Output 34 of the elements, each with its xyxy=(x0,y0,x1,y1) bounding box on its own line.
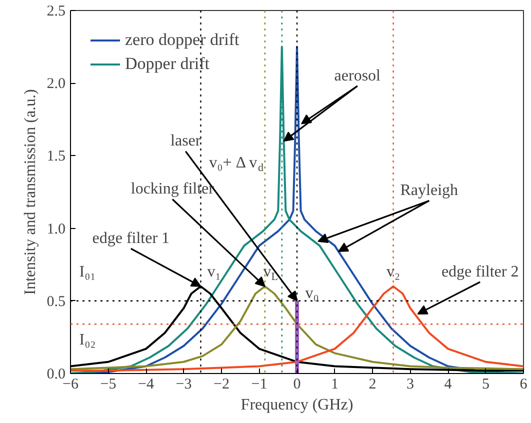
y-tick-label: 1.0 xyxy=(46,221,66,238)
y-axis-title: Intensity and transmission (a.u.) xyxy=(22,89,39,295)
annotation: edge filter 2 xyxy=(441,263,519,280)
y-tick-label: 0.0 xyxy=(46,366,66,382)
ref-line-label: v₁ xyxy=(207,263,221,280)
annotation: edge filter 1 xyxy=(92,230,170,247)
x-tick-label: −6 xyxy=(62,376,79,392)
ref-line-label: I₀₂ xyxy=(79,332,96,349)
x-axis-title: Frequency (GHz) xyxy=(240,396,354,414)
ref-line-label: I₀₁ xyxy=(79,263,96,280)
y-tick-label: 1.5 xyxy=(46,148,66,165)
annotation: locking filter xyxy=(130,180,215,198)
x-tick-label: −4 xyxy=(138,376,154,392)
ref-line-label: v₀ xyxy=(305,285,319,302)
legend-label: zero dopper drift xyxy=(125,30,240,50)
x-tick-label: −2 xyxy=(214,376,230,392)
x-tick-label: 4 xyxy=(444,376,452,392)
x-tick-label: 1 xyxy=(331,376,338,392)
x-tick-label: 3 xyxy=(406,376,414,392)
x-tick-label: −3 xyxy=(176,376,192,392)
x-tick-label: 6 xyxy=(520,376,528,392)
ref-line-label: v₂ xyxy=(386,263,400,280)
x-tick-label: 2 xyxy=(368,376,376,392)
y-tick-label: 0.5 xyxy=(46,294,66,310)
x-tick-label: −1 xyxy=(251,376,268,392)
y-tick-label: 2.5 xyxy=(46,4,66,20)
x-tick-label: 5 xyxy=(482,376,490,392)
x-tick-label: 0 xyxy=(293,376,301,392)
annotation: aerosol xyxy=(334,67,382,84)
x-tick-label: −5 xyxy=(100,376,116,392)
legend-label: Dopper drift xyxy=(125,54,210,74)
annotation: laser xyxy=(170,132,202,150)
annotation: Rayleigh xyxy=(400,182,458,200)
y-tick-label: 2.0 xyxy=(46,76,66,92)
